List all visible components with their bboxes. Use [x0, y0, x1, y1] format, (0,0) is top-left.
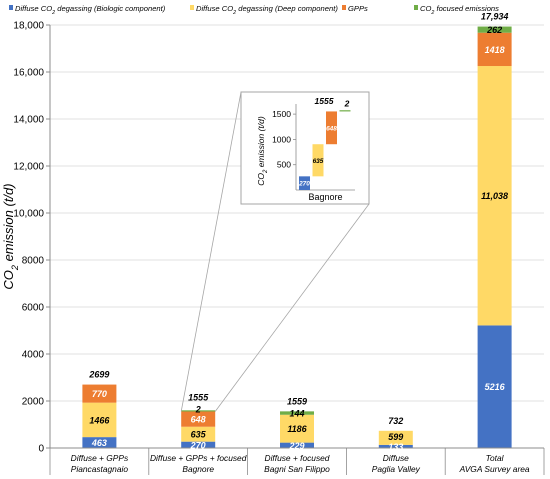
segment-label-gpps-0: 770 — [92, 389, 107, 399]
zoom-connector-right — [214, 203, 370, 412]
total-label-1: 1555 — [188, 393, 209, 403]
legend-swatch-biologic — [9, 5, 13, 10]
inset-bar-biologic — [299, 176, 310, 190]
x-label-line2-3: Paglia Valley — [372, 464, 421, 474]
segment-label-deep-2: 1186 — [287, 424, 307, 434]
x-label-line1-1: Diffuse + GPPs + focused — [150, 453, 247, 463]
segment-label-gpps-4: 1418 — [485, 45, 505, 55]
y-tick-label-9: 18,000 — [13, 21, 44, 32]
y-tick-label-4: 8000 — [22, 256, 45, 267]
bar-deep-4 — [477, 66, 512, 326]
y-tick-label-3: 6000 — [22, 303, 45, 314]
bar-focused-4 — [477, 26, 512, 33]
bars — [82, 26, 512, 448]
bar-biologic-2 — [280, 442, 314, 448]
segment-label-biologic-1: 270 — [190, 440, 206, 450]
total-label-2: 1559 — [287, 396, 307, 406]
x-label-line2-1: Bagnore — [182, 464, 214, 474]
inset-label-deep: 635 — [313, 158, 324, 165]
legend-label-gpps: GPPs — [348, 4, 368, 13]
inset-y-tick-label-2: 1500 — [272, 109, 291, 119]
bar-gpps-0 — [82, 384, 117, 403]
inset-total-label: 1555 — [315, 96, 334, 106]
inset-label-focused: 2 — [344, 98, 350, 108]
y-tick-label-0: 0 — [38, 444, 44, 455]
legend-swatch-focused — [414, 5, 418, 10]
bar-biologic-3 — [378, 444, 413, 448]
legend-swatch-deep — [190, 5, 194, 10]
total-label-3: 732 — [388, 416, 403, 426]
segment-label-biologic-0: 463 — [91, 438, 107, 448]
legend-swatch-gpps — [342, 5, 346, 10]
data-labels: 4631466770269927063564821555229118614415… — [88, 12, 508, 452]
bar-deep-2 — [280, 414, 314, 443]
legend-label-biologic: Diffuse CO2 degassing (Biologic componen… — [15, 4, 166, 16]
x-label-line1-0: Diffuse + GPPs — [71, 453, 129, 463]
segment-label-deep-4: 11,038 — [481, 191, 508, 201]
x-label-line2-0: Piancastagnaio — [71, 464, 129, 474]
inset-y-tick-label-1: 1000 — [272, 134, 291, 144]
bar-focused-1 — [181, 410, 216, 412]
x-label-line1-3: Diffuse — [383, 453, 409, 463]
y-tick-label-2: 4000 — [22, 350, 45, 361]
segment-label-gpps-1: 648 — [191, 415, 206, 425]
y-axis-title: CO2 emission (t/d) — [1, 183, 20, 289]
segment-label-biologic-4: 5216 — [485, 382, 506, 392]
grid-lines — [50, 24, 544, 449]
total-label-0: 2699 — [88, 370, 109, 380]
x-label-line2-4: AVGA Survey area — [459, 464, 530, 474]
segment-label-focused-1: 2 — [195, 405, 201, 415]
segment-label-biologic-3: 133 — [388, 442, 403, 452]
legend: Diffuse CO2 degassing (Biologic componen… — [9, 4, 499, 16]
bar-biologic-1 — [181, 441, 216, 448]
y-tick-label-8: 16,000 — [13, 68, 44, 79]
inset-label-biologic: 270 — [298, 181, 310, 188]
inset-bar-deep — [312, 144, 324, 177]
legend-label-focused: CO2 focused emissions — [420, 4, 499, 16]
total-label-4: 17,934 — [481, 12, 509, 22]
inset-y-axis-title: CO2 emission (t/d) — [256, 116, 269, 186]
bar-gpps-4 — [477, 32, 512, 67]
inset-bar-gpps — [326, 111, 337, 145]
bar-biologic-4 — [477, 325, 512, 448]
y-tick-label-6: 12,000 — [13, 162, 44, 173]
segment-label-focused-4: 262 — [486, 25, 502, 35]
bar-gpps-1 — [181, 411, 216, 427]
bar-deep-3 — [378, 430, 413, 445]
segment-label-deep-1: 635 — [191, 430, 207, 440]
inset-y-tick-label-0: 500 — [277, 160, 291, 170]
legend-label-deep: Diffuse CO2 degassing (Deep component) — [196, 4, 338, 16]
bar-deep-1 — [181, 426, 216, 442]
segment-label-focused-2: 144 — [289, 409, 304, 419]
bar-focused-2 — [280, 411, 314, 415]
inset-label-gpps: 648 — [326, 125, 337, 132]
segment-label-deep-3: 599 — [388, 432, 403, 442]
y-tick-label-5: 10,000 — [13, 209, 44, 220]
y-tick-label-1: 2000 — [22, 397, 45, 408]
inset-bar-focused — [339, 110, 351, 112]
x-label-line2-2: Bagni San Filippo — [264, 464, 330, 474]
x-label-line1-4: Total — [486, 453, 505, 463]
zoom-connector-left — [180, 91, 242, 412]
y-axis: 0 2000 4000 6000 8000 10,000 12,000 14,000 16,00… — [1, 21, 51, 455]
bar-biologic-0 — [82, 437, 117, 448]
bar-deep-0 — [82, 402, 117, 438]
segment-label-biologic-2: 229 — [288, 441, 304, 451]
y-tick-label-7: 14,000 — [13, 115, 44, 126]
segment-label-deep-0: 1466 — [89, 415, 110, 425]
x-label-line1-2: Diffuse + focused — [265, 453, 330, 463]
inset-x-label: Bagnore — [308, 192, 342, 202]
